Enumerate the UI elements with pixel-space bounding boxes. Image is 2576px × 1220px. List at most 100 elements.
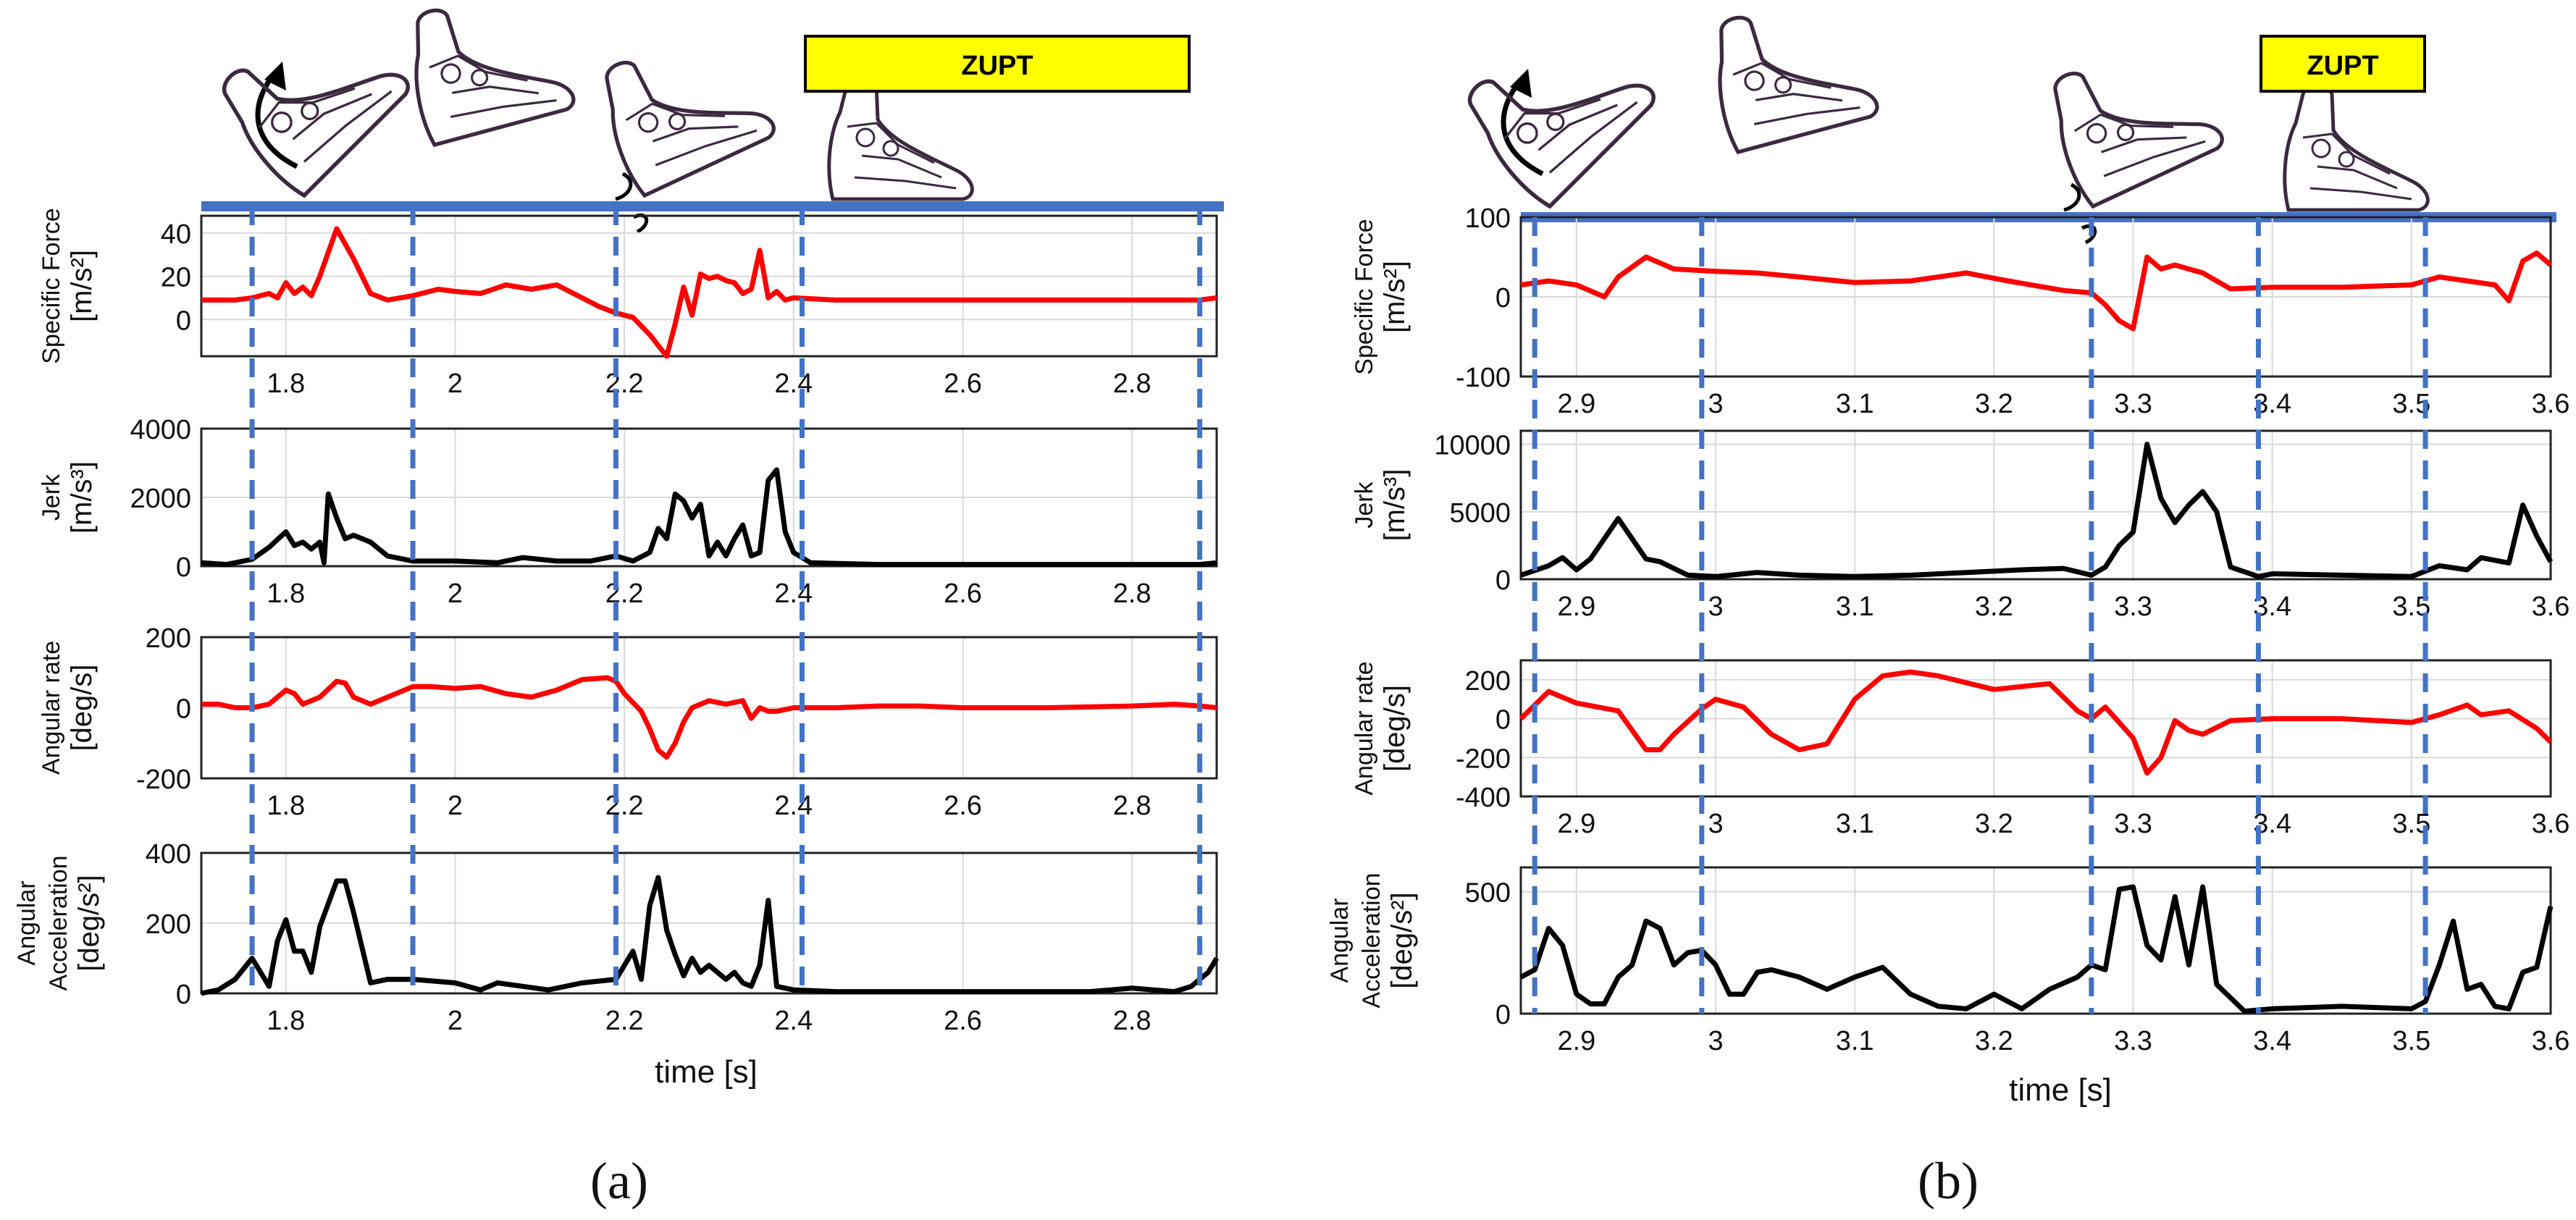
y-tick-label: 0 — [176, 306, 191, 336]
y-axis-label: Acceleration — [1358, 872, 1385, 1008]
x-tick-label: 1.8 — [267, 791, 305, 821]
axes-box — [1519, 866, 2552, 1015]
y-tick-label: 400 — [146, 839, 191, 870]
x-tick-label: 1.8 — [267, 579, 305, 609]
x-tick-label: 3.6 — [2532, 389, 2570, 419]
zupt-box — [2260, 35, 2426, 93]
y-tick-label: 100 — [1465, 203, 1511, 234]
series-line-jerk — [201, 467, 1217, 568]
y-tick-label: 4000 — [130, 415, 191, 445]
foot-swing-icon — [397, 0, 576, 146]
y-axis-label: Specific Force — [38, 208, 65, 363]
y-tick-label: 0 — [1495, 705, 1511, 736]
x-tick-label: 2.4 — [774, 791, 813, 821]
zupt-label: ZUPT — [2307, 51, 2378, 81]
x-tick-label: 3 — [1708, 592, 1723, 622]
x-tick-label: 1.8 — [267, 1006, 305, 1036]
foot-stance-icon — [2285, 86, 2428, 210]
x-tick-label: 2.9 — [1557, 1026, 1595, 1056]
y-tick-label: -100 — [1456, 363, 1511, 393]
x-tick-label: 2.4 — [774, 1006, 813, 1036]
axes-box — [1519, 659, 2552, 798]
x-tick-label: 2.2 — [605, 791, 644, 821]
foot-stance-icon — [829, 75, 973, 199]
x-tick-label: 2 — [448, 791, 463, 821]
y-axis-label: [deg/s] — [66, 664, 98, 751]
x-tick-label: 3.4 — [2253, 1026, 2291, 1056]
y-tick-label: -200 — [1456, 744, 1511, 774]
y-axis-label: [deg/s²] — [1386, 892, 1418, 988]
foot-heel-strike-icon — [2034, 27, 2225, 209]
x-tick-label: 3.3 — [2114, 809, 2152, 839]
x-tick-label: 2.6 — [944, 791, 982, 821]
x-tick-label: 2.9 — [1557, 809, 1595, 839]
y-tick-label: -200 — [136, 765, 191, 795]
x-tick-label: 2.9 — [1557, 592, 1595, 622]
series-line-angular-rate — [1519, 669, 2553, 776]
x-tick-label: 2.6 — [944, 579, 982, 609]
x-tick-label: 1.8 — [267, 369, 305, 399]
x-tick-label: 3.6 — [2532, 1026, 2570, 1056]
series-line-specific-force — [1520, 251, 2553, 332]
x-tick-label: 3.2 — [1975, 389, 2013, 419]
axes-box — [200, 851, 1218, 995]
x-tick-label: 3.3 — [2114, 592, 2152, 622]
panel-b-foot-illustrations — [1451, 0, 2428, 245]
panel-b-xlabel: time [s] — [2009, 1072, 2112, 1108]
x-tick-label: 3.2 — [1975, 592, 2013, 622]
x-tick-label: 3.1 — [1836, 1026, 1874, 1056]
y-tick-label: 200 — [146, 909, 191, 940]
y-axis-label: [m/s³] — [1379, 469, 1411, 542]
y-axis-label: Acceleration — [45, 855, 72, 990]
x-tick-label: 2.4 — [774, 369, 813, 399]
series-line-specific-force — [201, 226, 1217, 359]
x-tick-label: 2.6 — [944, 1006, 982, 1036]
x-tick-label: 2 — [448, 369, 463, 399]
series-line-jerk — [1519, 442, 2554, 579]
y-axis-label: Angular — [13, 880, 41, 965]
series-line-angular-acceleration — [201, 875, 1219, 996]
x-tick-label: 2 — [448, 579, 463, 609]
y-tick-label: 0 — [1495, 565, 1511, 596]
y-tick-label: 0 — [1495, 283, 1511, 314]
x-tick-label: 2.2 — [605, 1006, 644, 1036]
y-tick-label: 10000 — [1434, 431, 1511, 461]
x-tick-label: 3.6 — [2532, 592, 2570, 622]
x-tick-label: 2.8 — [1113, 791, 1151, 821]
panel-a-label: (a) — [590, 1152, 648, 1210]
y-axis-label: [m/s³] — [66, 461, 98, 534]
x-tick-label: 2.8 — [1113, 1006, 1151, 1036]
y-axis-label: [m/s²] — [66, 250, 98, 322]
x-tick-label: 3.6 — [2532, 809, 2570, 839]
foot-heel-strike-icon — [586, 16, 777, 198]
y-axis-label: Specific Force — [1351, 219, 1378, 374]
y-tick-label: 40 — [161, 219, 191, 250]
arrow-curve-icon — [1501, 77, 1544, 177]
x-tick-label: 2.8 — [1113, 369, 1151, 399]
series-line-angular-rate — [201, 675, 1217, 760]
subplot-angular-acceleration: 0 500 2.9 3 3.1 3.2 3.3 3.4 3.5 3.6 Angular Acceler… — [1326, 866, 2570, 1056]
subplot-jerk: 0 2000 4000 1.8 2 2.2 2.4 2.6 2.8 Jerk [m/s³] — [38, 415, 1218, 609]
axes-box — [200, 214, 1218, 358]
panel-a-xlabel: time [s] — [655, 1054, 758, 1090]
panel-b: ZUPT -100 0 100 2.9 3 3.1 3.2 3.3 3.4 3.5 3.6 Speci… — [1326, 0, 2569, 1210]
y-tick-label: 0 — [176, 694, 191, 725]
y-tick-label: 0 — [176, 552, 191, 583]
y-tick-label: 5000 — [1449, 498, 1511, 529]
y-tick-label: 2000 — [130, 484, 191, 514]
x-tick-label: 3.1 — [1836, 809, 1874, 839]
y-axis-label: Angular rate — [38, 641, 65, 775]
x-tick-label: 2.6 — [944, 369, 982, 399]
y-tick-label: 0 — [176, 980, 191, 1010]
y-tick-label: 200 — [146, 623, 191, 654]
axes-box — [1519, 429, 2552, 581]
y-tick-label: 0 — [1495, 1000, 1511, 1030]
arrow-head-icon — [264, 62, 286, 91]
subplot-angular-acceleration: 0 200 400 1.8 2 2.2 2.4 2.6 2.8 Angular Accelerati… — [13, 839, 1219, 1036]
panel-b-label: (b) — [1918, 1152, 1979, 1210]
arrow-head-icon — [1510, 69, 1532, 98]
